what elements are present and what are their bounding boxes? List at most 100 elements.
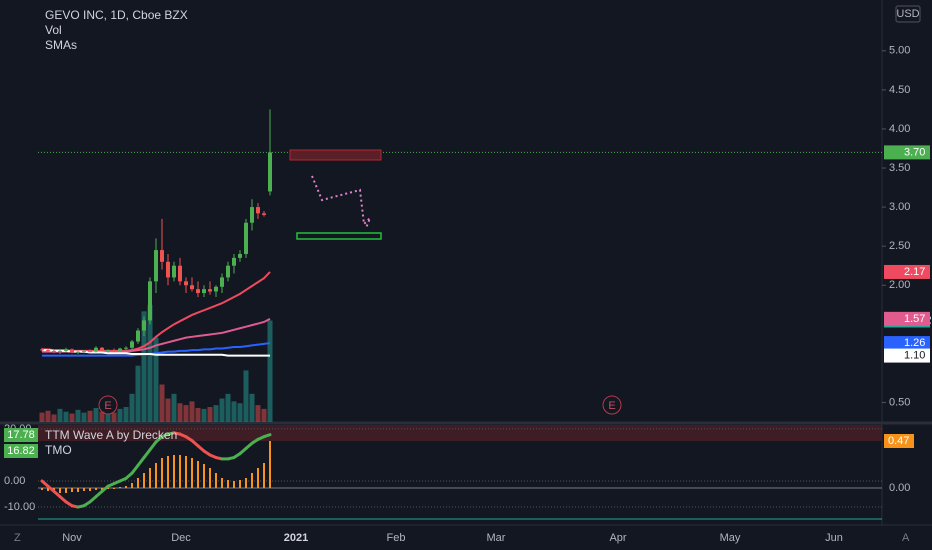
candle-body [40,349,44,351]
candle-body [100,347,104,351]
hist-bar [131,483,133,488]
price-badge [884,311,930,326]
y-tick-label: 0.50 [889,396,910,408]
tmo-label: TMO [45,443,72,457]
candle-body [232,257,236,266]
hist-bar [107,488,109,489]
wave-segment [136,456,146,467]
icon[interactable]: Z [14,532,21,544]
price-badge [884,336,930,351]
y-tick-label: 4.00 [889,123,910,135]
hist-bar [185,456,187,488]
price-badge [884,145,930,160]
y-tick-label: 3.00 [889,201,910,213]
volume-bar [159,384,165,422]
hist-bar [251,473,253,488]
volume-bar [225,393,231,422]
time-label: Feb [387,532,406,544]
volume-bar [237,403,243,422]
sma-line [42,342,271,357]
y-tick-label: 2.00 [889,279,910,291]
hist-bar [221,478,223,488]
hist-bar [191,458,193,488]
hist-bar [227,480,229,488]
hist-bar [41,488,43,490]
target-box-red [289,149,382,161]
event-marker [602,395,622,415]
volume-bar [141,311,147,422]
hist-bar [245,478,247,488]
candle-body [214,286,218,292]
y-tick-label: 5.00 [889,45,910,57]
target-box-green [296,232,382,240]
volume-bar [213,405,219,422]
candle-body [94,347,98,352]
volume-bar [45,410,51,422]
icon[interactable]: A [902,532,910,544]
hist-bar [137,478,139,488]
candle-body [58,350,62,352]
candle-body [82,350,86,352]
volume-bar [147,304,153,422]
candle-body [148,281,152,321]
currency-box[interactable] [895,5,921,23]
y-tick-label: 2.50 [889,240,910,252]
time-label: Nov [62,532,82,544]
hist-bar [83,488,85,491]
price-badge [884,264,930,279]
candle-body [154,250,158,282]
volume-bar [51,414,57,422]
candle-body [172,265,176,278]
price-badge-text: 1.10 [904,349,925,361]
volume-bar [75,409,81,422]
hist-bar [77,488,79,492]
volume-bar [171,393,177,422]
volume-bar [255,405,261,422]
candle-body [238,253,242,258]
volume-bar [183,405,189,422]
volume-bar [123,406,129,422]
hist-bar [161,458,163,488]
time-label: Apr [609,532,626,544]
event-label: E [608,400,615,412]
hist-bar [101,488,103,490]
volume-bar [63,411,69,422]
candle-body [124,347,128,349]
candle-body [160,250,164,262]
wave-segment [148,440,158,452]
y-tick-label: -10.00 [4,501,35,513]
hist-bar [95,488,97,490]
hist-badge [884,434,914,448]
projection-path [311,175,371,229]
price-badge [884,348,930,363]
currency[interactable]: USD [896,8,919,20]
symbol-title: GEVO INC, 1D, Cboe BZX [45,8,188,22]
candle-body [88,350,92,352]
volume-bar [111,412,117,422]
hist-bar [239,480,241,488]
volume-bar [267,320,273,422]
hist-bar [173,455,175,488]
volume-bar [57,408,63,422]
volume-bar [105,413,111,422]
price-badge-text: 2.17 [904,266,925,278]
volume-bar [177,403,183,422]
hist-bar [209,468,211,488]
y2-tick-label: 0.00 [889,482,910,494]
candle-body [184,281,188,286]
volume-bar [135,365,141,422]
candle-body [64,349,68,351]
hist-bar [113,488,115,489]
volume-bar [117,408,123,422]
volume-bar [189,401,195,422]
candle-body [136,330,140,342]
wave-segment [262,433,272,439]
smas-label: SMAs [45,38,77,52]
hist-bar [257,468,259,488]
hist-bar [215,473,217,488]
candle-body [130,341,134,348]
candle-body [190,285,194,290]
hist-bar [203,464,205,488]
candle-body [208,289,212,292]
